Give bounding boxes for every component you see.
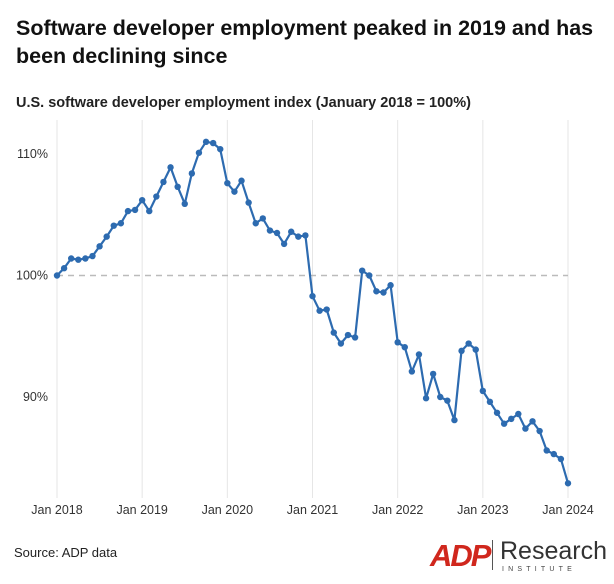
logo-research-text: Research (500, 537, 607, 565)
data-point (479, 387, 487, 395)
data-point (67, 255, 75, 262)
data-point (217, 145, 224, 153)
data-point (465, 340, 472, 347)
data-point (543, 447, 550, 454)
data-point (295, 233, 302, 240)
data-point (486, 398, 494, 406)
data-point (309, 292, 316, 300)
data-point (373, 288, 380, 295)
data-point (408, 368, 416, 375)
data-point (458, 347, 465, 355)
data-point (522, 425, 529, 432)
logo-divider (492, 540, 493, 570)
data-point (288, 228, 295, 235)
data-point (515, 410, 522, 418)
data-point (245, 199, 252, 206)
data-point (138, 196, 146, 204)
x-axis-labels: Jan 2018 Jan 2019 Jan 2020 Jan 2021 Jan 2022… (31, 503, 593, 517)
data-point (174, 183, 181, 191)
data-point (429, 370, 437, 378)
data-point (117, 220, 125, 227)
line-chart: 110%100%90% Jan 2018 Jan 2019 Jan 2020 Jan … (16, 120, 594, 517)
data-point (380, 289, 387, 296)
data-point (238, 177, 245, 184)
data-point (202, 138, 210, 146)
data-point (231, 188, 238, 195)
data-point (351, 334, 359, 341)
data-point (259, 215, 267, 222)
data-point (536, 427, 543, 435)
data-point (53, 272, 61, 279)
data-point (557, 455, 565, 463)
data-point (401, 343, 408, 351)
data-point (167, 164, 174, 171)
data-point (181, 200, 188, 208)
data-point (153, 193, 160, 200)
data-point (444, 397, 451, 404)
data-point (75, 256, 82, 263)
data-point (195, 149, 203, 156)
data-point (550, 450, 558, 458)
chart-title: Software developer employment peaked in … (16, 16, 594, 68)
data-point (344, 331, 352, 339)
data-point (224, 179, 231, 187)
data-point (110, 222, 117, 229)
data-point (146, 207, 153, 215)
logo-institute-text: INSTITUTE (502, 566, 576, 573)
x-tick-label: Jan 2018 (31, 503, 82, 517)
source-note: Source: ADP data (14, 545, 118, 560)
data-point (323, 306, 330, 313)
data-point (387, 282, 394, 289)
data-point (330, 329, 337, 336)
adp-research-logo: ADP Research INSTITUTE (430, 536, 607, 576)
gridlines (56, 120, 569, 498)
data-point (103, 233, 110, 240)
data-point (131, 206, 139, 214)
data-point (564, 480, 572, 487)
x-tick-label: Jan 2023 (457, 503, 508, 517)
chart-subtitle: U.S. software developer employment index… (16, 95, 471, 111)
y-axis-labels: 110% 100% 90% (16, 147, 48, 404)
data-point (124, 207, 132, 215)
data-point (337, 340, 345, 347)
data-point (451, 416, 458, 424)
data-point (529, 418, 536, 425)
data-point (472, 346, 479, 353)
data-point (493, 409, 501, 416)
data-point (415, 351, 423, 358)
x-tick-label: Jan 2021 (287, 503, 338, 517)
x-tick-label: Jan 2020 (202, 503, 253, 517)
data-point (160, 178, 167, 186)
data-point (266, 227, 274, 234)
data-point (500, 420, 508, 427)
data-point (60, 265, 68, 272)
data-point (252, 220, 259, 227)
y-tick-label: 100% (16, 269, 48, 283)
y-tick-label: 110% (17, 147, 48, 161)
data-point (280, 240, 288, 248)
data-point (209, 139, 217, 147)
data-point (316, 307, 323, 314)
data-point (273, 229, 281, 237)
x-tick-label: Jan 2019 (116, 503, 167, 517)
data-point (394, 339, 401, 346)
data-point (508, 415, 515, 423)
data-point (302, 232, 309, 239)
data-point (358, 267, 366, 274)
data-point (422, 395, 430, 402)
series-group (53, 138, 572, 487)
data-point (437, 393, 444, 401)
y-tick-label: 90% (23, 390, 48, 404)
data-point (96, 243, 103, 250)
x-tick-label: Jan 2024 (542, 503, 593, 517)
x-tick-label: Jan 2022 (372, 503, 423, 517)
data-point (82, 255, 89, 262)
data-point (188, 170, 196, 177)
data-point (366, 272, 373, 279)
adp-logo-mark: ADP (430, 538, 491, 573)
data-point (89, 252, 96, 260)
